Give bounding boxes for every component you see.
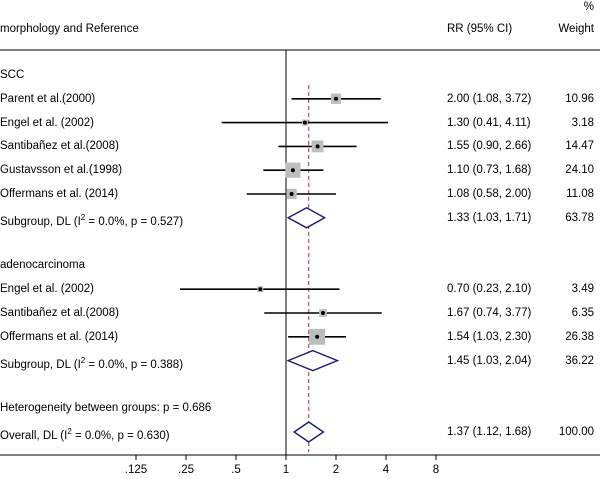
header-weight-pct: % <box>583 1 594 13</box>
subtotal-label-pre: Overall, DL (I <box>0 429 68 442</box>
point-estimate <box>289 192 294 196</box>
study-ci-text: 1.54 (1.03, 2.30) <box>447 330 532 343</box>
subtotal-label-sup: 2 <box>67 427 72 436</box>
header-study: morphology and Reference <box>0 23 139 35</box>
study-label: Engel et al. (2002) <box>0 116 94 129</box>
subtotal-label-post: = 0.0%, p = 0.527) <box>85 215 184 228</box>
subtotal-label: Overall, DL (I2 = 0.0%, p = 0.630) <box>0 425 170 443</box>
study-ci-text: 1.55 (0.90, 2.66) <box>447 140 532 153</box>
x-tick-label: .25 <box>178 464 194 476</box>
x-tick-label: 4 <box>383 464 390 476</box>
study-ci-text: 2.00 (1.08, 3.72) <box>447 92 532 105</box>
study-ci-text: 0.70 (0.23, 2.10) <box>447 283 532 296</box>
subtotal-label-pre: Subgroup, DL (I <box>0 215 81 228</box>
study-label: Offermans et al. (2014) <box>0 330 119 343</box>
group-label: adenocarcinoma <box>0 259 86 272</box>
point-estimate <box>302 120 307 125</box>
study-ci-text: 1.08 (0.58, 2.00) <box>447 188 532 200</box>
subtotal-weight: 63.78 <box>565 211 594 224</box>
point-estimate <box>315 334 320 339</box>
study-label: Santibañez et al.(2008) <box>0 140 119 153</box>
subtotal-weight: 100.00 <box>558 426 594 438</box>
x-tick-label: .125 <box>125 464 147 476</box>
subtotal-label-pre: Subgroup, DL (I <box>0 358 81 371</box>
study-weight: 24.10 <box>565 164 594 177</box>
header-rr: RR (95% CI) <box>447 23 513 35</box>
study-weight: 14.47 <box>565 140 594 153</box>
study-label: Offermans et al. (2014) <box>0 188 119 200</box>
study-weight: 3.49 <box>571 283 594 296</box>
point-estimate <box>258 287 263 292</box>
point-estimate <box>320 311 325 315</box>
point-estimate <box>290 168 295 173</box>
study-weight: 6.35 <box>571 307 594 319</box>
subtotal-label: Subgroup, DL (I2 = 0.0%, p = 0.527) <box>0 211 183 229</box>
study-weight: 10.96 <box>565 92 594 105</box>
study-ci-text: 1.30 (0.41, 4.11) <box>447 116 531 129</box>
subtotal-ci-text: 1.37 (1.12, 1.68) <box>447 426 532 438</box>
subtotal-label-post: = 0.0%, p = 0.630) <box>71 429 170 442</box>
heterogeneity-note: Heterogeneity between groups: p = 0.686 <box>0 402 212 415</box>
x-tick-label: 1 <box>283 464 289 476</box>
study-label: Santibañez et al.(2008) <box>0 307 119 319</box>
subtotal-label: Subgroup, DL (I2 = 0.0%, p = 0.388) <box>0 354 183 372</box>
pooled-diamond <box>286 349 340 372</box>
subtotal-label-post: = 0.0%, p = 0.388) <box>85 358 184 371</box>
subtotal-label-sup: 2 <box>80 355 86 365</box>
subtotal-label-sup: 2 <box>80 212 86 222</box>
pooled-diamond <box>292 421 325 443</box>
study-weight: 3.18 <box>571 116 594 129</box>
study-label: Parent et al.(2000) <box>0 92 96 105</box>
study-label: Engel et al. (2002) <box>0 283 94 296</box>
study-weight: 11.08 <box>566 188 594 200</box>
study-ci-text: 1.67 (0.74, 3.77) <box>447 307 532 319</box>
study-ci-text: 1.10 (0.73, 1.68) <box>447 164 532 177</box>
study-label: Gustavsson et al.(1998) <box>0 164 123 177</box>
x-tick-label: 2 <box>333 464 339 476</box>
point-estimate <box>334 96 338 101</box>
x-tick-label: 8 <box>433 464 439 476</box>
x-tick-label: .5 <box>231 464 241 476</box>
study-weight: 26.38 <box>565 330 594 343</box>
subtotal-ci-text: 1.33 (1.03, 1.71) <box>447 211 532 224</box>
pooled-diamond <box>286 207 327 229</box>
header-weight: Weight <box>558 23 594 35</box>
subtotal-ci-text: 1.45 (1.03, 2.04) <box>447 354 532 367</box>
subtotal-weight: 36.22 <box>565 354 594 367</box>
group-label: SCC <box>0 69 25 81</box>
point-estimate <box>315 144 320 149</box>
